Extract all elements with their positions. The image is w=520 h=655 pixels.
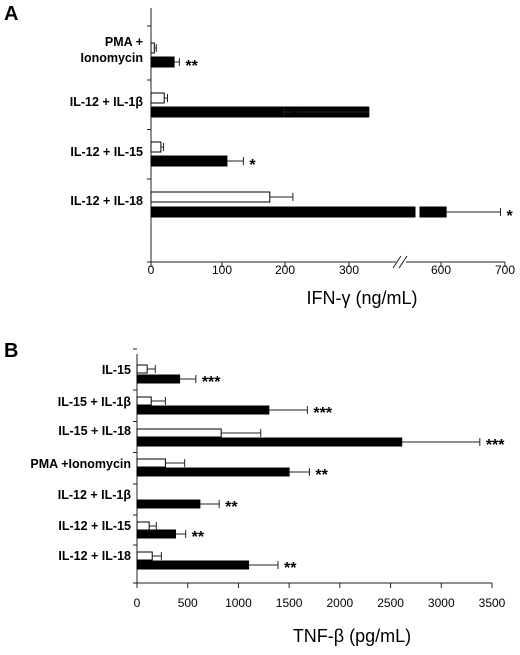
significance-marker: * xyxy=(249,157,256,174)
bar-filled xyxy=(136,467,290,477)
category-label: IL-15 + IL-18 xyxy=(58,424,131,438)
x-axis-title: IFN-γ (ng/mL) xyxy=(306,288,417,308)
x-tick-label: 700 xyxy=(495,263,515,277)
category-label: Ionomycin xyxy=(80,51,143,65)
category-label: IL-12 + IL-15 xyxy=(58,519,131,533)
bar-filled xyxy=(136,437,403,447)
category-label: IL-12 + IL-15 xyxy=(70,145,143,159)
category-label: PMA + xyxy=(105,35,143,49)
x-tick-label: 2000 xyxy=(327,596,354,610)
category-label: IL-12 + IL-18 xyxy=(58,549,131,563)
bar-filled xyxy=(136,374,181,384)
x-axis-title: TNF-β (pg/mL) xyxy=(293,626,411,646)
bar-filled xyxy=(136,529,177,539)
x-tick-label: 3000 xyxy=(428,596,455,610)
category-label: IL-15 xyxy=(102,363,131,377)
significance-marker: * xyxy=(507,208,514,225)
significance-marker: ** xyxy=(225,499,238,516)
x-tick-label: 600 xyxy=(431,263,451,277)
panel-letter: B xyxy=(4,340,18,362)
significance-marker: ** xyxy=(315,467,328,484)
x-tick-label: 200 xyxy=(275,263,295,277)
bar-filled xyxy=(150,155,228,167)
x-tick-label: 500 xyxy=(178,596,198,610)
x-tick-label: 300 xyxy=(339,263,359,277)
bar-filled xyxy=(150,56,175,68)
x-tick-label: 0 xyxy=(134,596,141,610)
significance-marker: ** xyxy=(284,560,297,577)
significance-marker: *** xyxy=(202,374,221,391)
bar-filled xyxy=(150,206,416,218)
x-tick-label: 2500 xyxy=(377,596,404,610)
category-label: IL-12 + IL-18 xyxy=(70,194,143,208)
panel-letter: A xyxy=(4,3,18,25)
x-tick-label: 3500 xyxy=(479,596,506,610)
x-tick-label: 1500 xyxy=(276,596,303,610)
category-label: IL-12 + IL-1β xyxy=(70,95,144,109)
x-tick-label: 0 xyxy=(148,263,155,277)
bar-open xyxy=(150,42,155,54)
bar-filled xyxy=(136,499,201,509)
axis-break-mark xyxy=(398,255,408,269)
bar-open xyxy=(136,521,150,531)
bar-open xyxy=(150,92,165,104)
significance-marker: *** xyxy=(486,437,505,454)
axis-break-mark xyxy=(392,255,402,269)
bar-open xyxy=(136,458,166,468)
significance-marker: ** xyxy=(192,529,205,546)
panel-b: B 0 500 1000 1500 2000 2500 3000 3500 TNF-β (pg/m… xyxy=(4,340,506,646)
bar-open xyxy=(136,428,222,438)
bar-open xyxy=(150,141,162,153)
panel-a: A 0 100 200 300 600 700 IFN-γ (ng/mL) PMA + Ionom… xyxy=(4,3,515,308)
bar-filled xyxy=(136,560,250,570)
x-tick-label: 100 xyxy=(212,263,232,277)
category-label: PMA +Ionomycin xyxy=(30,457,131,471)
category-label: IL-15 + IL-1β xyxy=(58,395,132,409)
significance-marker: *** xyxy=(313,405,332,422)
x-tick-label: 1000 xyxy=(225,596,252,610)
significance-marker: * xyxy=(290,108,297,125)
bar-filled xyxy=(419,206,447,218)
bar-filled xyxy=(136,405,270,415)
significance-marker: ** xyxy=(185,58,198,75)
bar-open xyxy=(136,364,148,374)
category-label: IL-12 + IL-1β xyxy=(58,488,132,502)
bar-open xyxy=(136,396,152,406)
bar-open xyxy=(136,551,153,561)
bar-open xyxy=(150,191,271,203)
